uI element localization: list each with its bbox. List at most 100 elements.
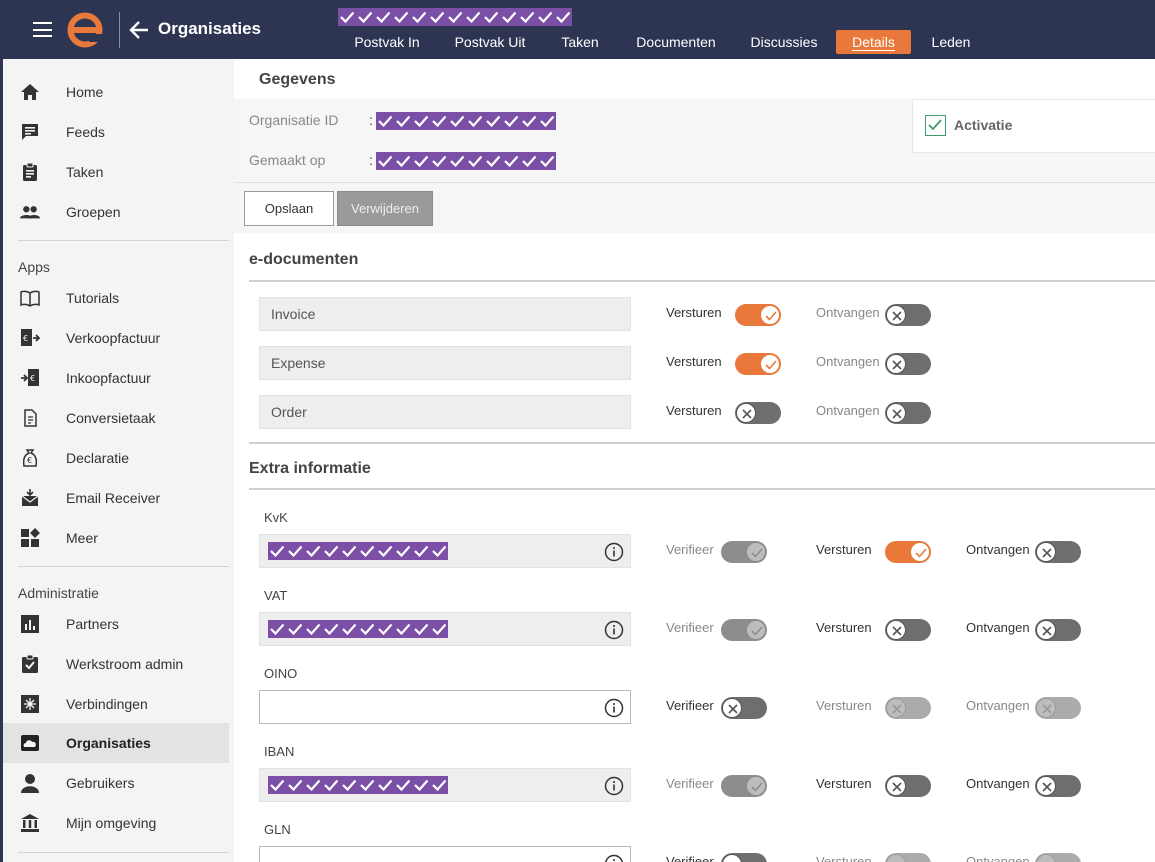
verify-label: Verifieer — [666, 620, 714, 635]
info-icon[interactable] — [604, 542, 624, 562]
sidebar-item-taken[interactable]: Taken — [3, 152, 229, 192]
oino-verify-toggle[interactable] — [721, 697, 767, 719]
edoc-row-order: Order — [259, 395, 631, 429]
send-label: Versturen — [816, 542, 872, 557]
gln-input[interactable] — [259, 846, 631, 862]
gln-receive-toggle[interactable] — [1035, 853, 1081, 862]
sidebar-item-gebruikers[interactable]: Gebruikers — [3, 763, 229, 803]
sidebar-item-email-receiver[interactable]: Email Receiver — [3, 478, 229, 518]
info-icon[interactable] — [604, 698, 624, 718]
vat-input[interactable] — [259, 612, 631, 646]
oino-send-toggle[interactable] — [885, 697, 931, 719]
sidebar-item-verkoopfactuur[interactable]: € Verkoopfactuur — [3, 318, 229, 358]
kvk-input[interactable] — [259, 534, 631, 568]
close-icon — [892, 311, 902, 321]
info-icon[interactable] — [604, 620, 624, 640]
iban-send-toggle[interactable] — [885, 775, 931, 797]
sidebar-item-declaratie[interactable]: € Declaratie — [3, 438, 229, 478]
colon: : — [369, 152, 373, 168]
edoc-row-invoice: Invoice — [259, 297, 631, 331]
activation-checkbox[interactable] — [925, 115, 946, 136]
tab-label: Documenten — [636, 34, 716, 50]
save-button[interactable]: Opslaan — [244, 191, 334, 226]
close-icon — [728, 704, 738, 714]
sidebar-item-label: Meer — [66, 530, 98, 546]
menu-icon[interactable] — [33, 22, 52, 37]
gln-verify-toggle[interactable] — [721, 853, 767, 862]
delete-button[interactable]: Verwijderen — [337, 191, 433, 226]
send-label: Versturen — [816, 698, 872, 713]
vat-receive-toggle[interactable] — [1035, 619, 1081, 641]
main-content: Gegevens Organisatie ID : Gemaakt op : A… — [234, 59, 1155, 862]
page-title: Organisaties — [158, 19, 261, 38]
send-label: Versturen — [666, 403, 722, 418]
oino-receive-toggle[interactable] — [1035, 697, 1081, 719]
sidebar-item-werkstroom-admin[interactable]: Werkstroom admin — [3, 644, 229, 684]
kvk-send-toggle[interactable] — [885, 541, 931, 563]
info-icon[interactable] — [604, 854, 624, 862]
logo — [67, 12, 103, 48]
tab-postvak-in[interactable]: Postvak In — [348, 30, 426, 54]
check-icon — [928, 119, 942, 131]
send-label: Versturen — [666, 354, 722, 369]
order-receive-toggle[interactable] — [885, 402, 931, 424]
tab-details[interactable]: Details — [836, 30, 911, 54]
close-icon — [892, 782, 902, 792]
receive-label: Ontvangen — [816, 403, 880, 418]
section-admin-title: Administratie — [18, 585, 99, 601]
invoice-send-toggle[interactable] — [735, 304, 781, 326]
iban-verify-toggle[interactable] — [721, 775, 767, 797]
vat-verify-toggle[interactable] — [721, 619, 767, 641]
button-row: Opslaan Verwijderen — [234, 183, 1155, 233]
receive-label: Ontvangen — [966, 776, 1030, 791]
tab-label: Leden — [931, 34, 971, 50]
sidebar-item-mijn-omgeving[interactable]: Mijn omgeving — [3, 803, 229, 843]
clipboard-icon — [23, 162, 37, 181]
tab-postvak-uit[interactable]: Postvak Uit — [450, 30, 530, 54]
close-icon — [892, 360, 902, 370]
tab-documenten[interactable]: Documenten — [630, 30, 722, 54]
tab-leden[interactable]: Leden — [928, 30, 974, 54]
send-label: Versturen — [816, 854, 872, 862]
home-icon — [21, 84, 39, 100]
tab-taken[interactable]: Taken — [556, 30, 604, 54]
invoice-in-icon: € — [21, 369, 39, 386]
invoice-receive-toggle[interactable] — [885, 304, 931, 326]
sidebar-item-partners[interactable]: Partners — [3, 604, 229, 644]
sidebar-item-verbindingen[interactable]: Verbindingen — [3, 684, 229, 724]
field-label-kvk: KvK — [264, 510, 288, 525]
sidebar-item-groepen[interactable]: Groepen — [3, 192, 229, 232]
vat-send-toggle[interactable] — [885, 619, 931, 641]
check-icon — [751, 626, 763, 636]
tab-discussies[interactable]: Discussies — [748, 30, 820, 54]
created-value — [376, 152, 556, 170]
iban-input[interactable] — [259, 768, 631, 802]
back-arrow-icon[interactable] — [128, 20, 150, 40]
receive-label: Ontvangen — [966, 854, 1030, 862]
header-divider — [119, 12, 120, 48]
verify-label: Verifieer — [666, 776, 714, 791]
field-label-iban: IBAN — [264, 744, 295, 759]
kvk-verify-toggle[interactable] — [721, 541, 767, 563]
sidebar-item-feeds[interactable]: Feeds — [3, 112, 229, 152]
sidebar-item-inkoopfactuur[interactable]: € Inkoopfactuur — [3, 358, 229, 398]
sidebar-item-conversietaak[interactable]: Conversietaak — [3, 398, 229, 438]
info-icon[interactable] — [604, 776, 624, 796]
divider — [18, 852, 229, 853]
gln-send-toggle[interactable] — [885, 853, 931, 862]
expense-send-toggle[interactable] — [735, 353, 781, 375]
sidebar-item-home[interactable]: Home — [3, 72, 229, 112]
order-send-toggle[interactable] — [735, 402, 781, 424]
sidebar-item-tutorials[interactable]: Tutorials — [3, 278, 229, 318]
sidebar-item-organisaties[interactable]: Organisaties — [3, 723, 229, 763]
field-label-gln: GLN — [264, 822, 291, 837]
expense-receive-toggle[interactable] — [885, 353, 931, 375]
redacted-text — [338, 8, 572, 26]
iban-receive-toggle[interactable] — [1035, 775, 1081, 797]
org-id-label: Organisatie ID — [249, 112, 339, 128]
oino-input[interactable] — [259, 690, 631, 724]
sidebar-item-meer[interactable]: Meer — [3, 518, 229, 558]
kvk-receive-toggle[interactable] — [1035, 541, 1081, 563]
receive-label: Ontvangen — [816, 305, 880, 320]
close-icon — [1042, 548, 1052, 558]
